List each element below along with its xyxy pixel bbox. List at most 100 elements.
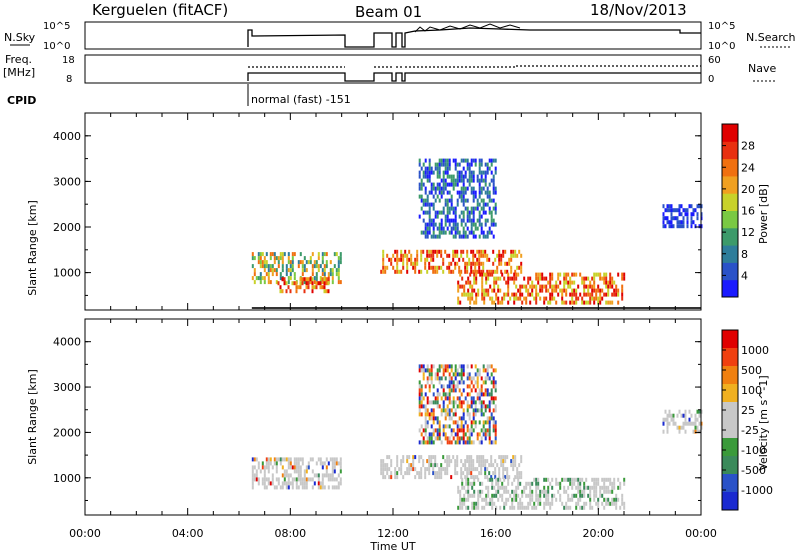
echo-cell	[434, 265, 437, 270]
echo-cell	[486, 234, 489, 239]
echo-cell	[468, 210, 471, 215]
echo-cell	[662, 216, 665, 221]
echo-cell	[607, 280, 610, 285]
echo-cell	[569, 284, 572, 289]
echo-cell	[591, 296, 594, 301]
echo-cell	[521, 292, 524, 297]
echo-cell	[468, 178, 471, 183]
echo-cell	[418, 384, 421, 389]
echo-cell	[466, 206, 469, 211]
echo-cell	[390, 257, 393, 262]
colorbar-swatch	[722, 384, 738, 403]
echo-cell	[492, 396, 495, 401]
echo-cell	[438, 420, 441, 425]
echo-cell	[289, 268, 292, 273]
echo-cell	[432, 408, 435, 413]
echo-cell	[263, 481, 266, 486]
echo-cell	[259, 264, 262, 269]
echo-cell	[563, 276, 566, 281]
echo-cell	[587, 485, 590, 490]
echo-cell	[251, 276, 254, 281]
echo-cell	[664, 216, 667, 221]
echo-cell	[444, 396, 447, 401]
echo-cell	[470, 455, 473, 460]
echo-cell	[611, 292, 614, 297]
echo-cell	[468, 218, 471, 223]
echo-cell	[492, 190, 495, 195]
echo-cell	[436, 265, 439, 270]
echo-cell	[434, 463, 437, 468]
echo-cell	[299, 457, 302, 462]
echo-cell	[510, 253, 513, 258]
echo-cell	[309, 277, 312, 282]
echo-cell	[400, 269, 403, 274]
echo-cell	[426, 467, 429, 472]
echo-cell	[307, 465, 310, 470]
echo-cell	[442, 206, 445, 211]
power-panel-frame	[84, 112, 702, 311]
echo-cell	[428, 261, 431, 266]
echo-cell	[514, 463, 517, 468]
echo-cell	[676, 425, 679, 430]
echo-cell	[507, 292, 510, 297]
echo-cell	[466, 186, 469, 191]
echo-cell	[305, 285, 308, 290]
echo-cell	[426, 420, 429, 425]
echo-cell	[494, 459, 497, 464]
echo-cell	[470, 226, 473, 231]
echo-cell	[339, 457, 342, 462]
echo-cell	[494, 210, 497, 215]
echo-cell	[470, 364, 473, 369]
echo-cell	[497, 481, 500, 486]
echo-cell	[601, 288, 604, 293]
echo-cell	[463, 497, 466, 502]
echo-cell	[307, 285, 310, 290]
echo-cell	[459, 272, 462, 277]
echo-cell	[452, 226, 455, 231]
echo-cell	[690, 224, 693, 229]
echo-cell	[253, 272, 256, 277]
echo-cell	[692, 421, 695, 426]
echo-cell	[442, 269, 445, 274]
echo-cell	[319, 281, 322, 286]
echo-cell	[547, 300, 550, 305]
echo-cell	[321, 272, 324, 277]
echo-cell	[474, 364, 477, 369]
echo-cell	[301, 457, 304, 462]
echo-cell	[537, 292, 540, 297]
echo-cell	[382, 475, 385, 480]
echo-cell	[468, 412, 471, 417]
echo-cell	[474, 475, 477, 480]
echo-cell	[662, 421, 665, 426]
echo-cell	[480, 388, 483, 393]
echo-cell	[488, 408, 491, 413]
echo-cell	[295, 485, 298, 490]
echo-cell	[315, 473, 318, 478]
echo-cell	[569, 505, 572, 510]
colorbar-swatch	[722, 227, 738, 246]
echo-cell	[329, 272, 332, 277]
echo-cell	[611, 280, 614, 285]
echo-cell	[390, 459, 393, 464]
echo-cell	[303, 277, 306, 282]
echo-cell	[513, 272, 516, 277]
echo-cell	[551, 485, 554, 490]
echo-cell	[398, 257, 401, 262]
echo-cell	[333, 264, 336, 269]
echo-cell	[462, 214, 465, 219]
echo-cell	[537, 497, 540, 502]
echo-cell	[547, 489, 550, 494]
echo-cell	[416, 253, 419, 258]
echo-cell	[497, 489, 500, 494]
echo-cell	[496, 265, 499, 270]
echo-cell	[458, 234, 461, 239]
echo-cell	[495, 493, 498, 498]
echo-cell	[462, 230, 465, 235]
echo-cell	[487, 485, 490, 490]
echo-cell	[511, 501, 514, 506]
echo-cell	[485, 493, 488, 498]
echo-cell	[601, 477, 604, 482]
echo-cell	[438, 249, 441, 254]
echo-cell	[448, 392, 451, 397]
echo-cell	[458, 178, 461, 183]
